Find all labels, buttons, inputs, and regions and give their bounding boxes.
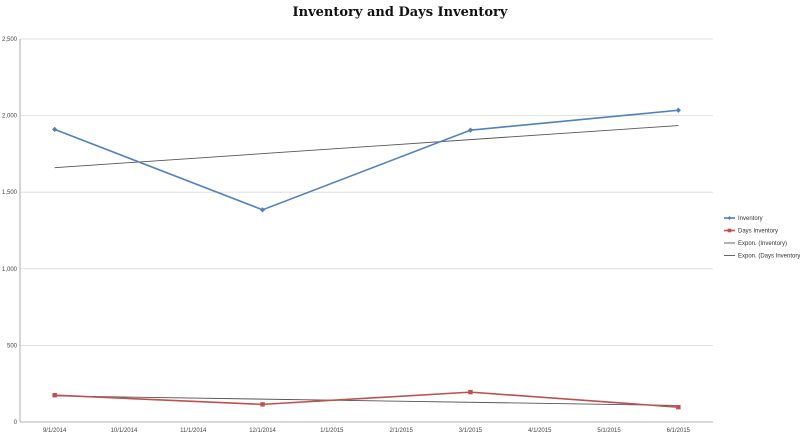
x-tick-label: 2/1/2015 [389,428,413,434]
x-tick-label: 4/1/2015 [528,428,552,434]
y-tick-label: 0 [14,420,18,426]
legend: Inventory Days Inventory Expon. (Inventory… [724,216,800,260]
data-point [259,207,266,213]
series-markers [52,107,681,410]
data-point [52,126,58,132]
data-point [676,404,681,410]
y-axis: 0 500 1,000 1,500 2,000 2,500 [2,37,18,426]
trendlines [54,125,679,406]
y-tick-label: 1,000 [2,267,18,273]
legend-label: Inventory [738,216,763,222]
legend-label: Days Inventory [738,229,778,235]
x-tick-label: 5/1/2015 [597,428,621,434]
y-tick-label: 2,500 [2,37,18,43]
x-tick-label: 3/1/2015 [459,428,483,434]
data-point [260,402,265,407]
chart-title: Inventory and Days Inventory [293,5,508,20]
x-tick-label: 1/1/2015 [320,428,344,434]
legend-marker [727,228,732,233]
x-tick-label: 11/1/2014 [180,428,207,434]
data-point [468,389,473,395]
legend-label: Expon. (Inventory) [738,241,787,247]
x-tick-label: 9/1/2014 [43,428,67,434]
series-line [54,109,679,211]
legend-label: Expon. (Days Inventory) [738,254,800,260]
series-line [54,391,679,408]
x-axis: 9/1/2014 10/1/2014 11/1/2014 12/1/2014 1/1/2… [43,428,691,434]
x-tick-label: 10/1/2014 [111,428,138,434]
y-tick-label: 1,500 [2,190,18,196]
trendline [54,395,679,406]
series-lines [54,109,679,408]
trendline [54,125,679,169]
legend-marker [727,216,732,220]
x-tick-label: 6/1/2015 [667,428,691,434]
gridlines [19,38,713,423]
data-point [467,127,474,133]
x-tick-label: 12/1/2014 [249,428,276,434]
y-tick-label: 2,000 [2,114,18,120]
data-point [52,392,57,398]
y-tick-label: 500 [7,343,18,349]
data-point [675,107,681,113]
